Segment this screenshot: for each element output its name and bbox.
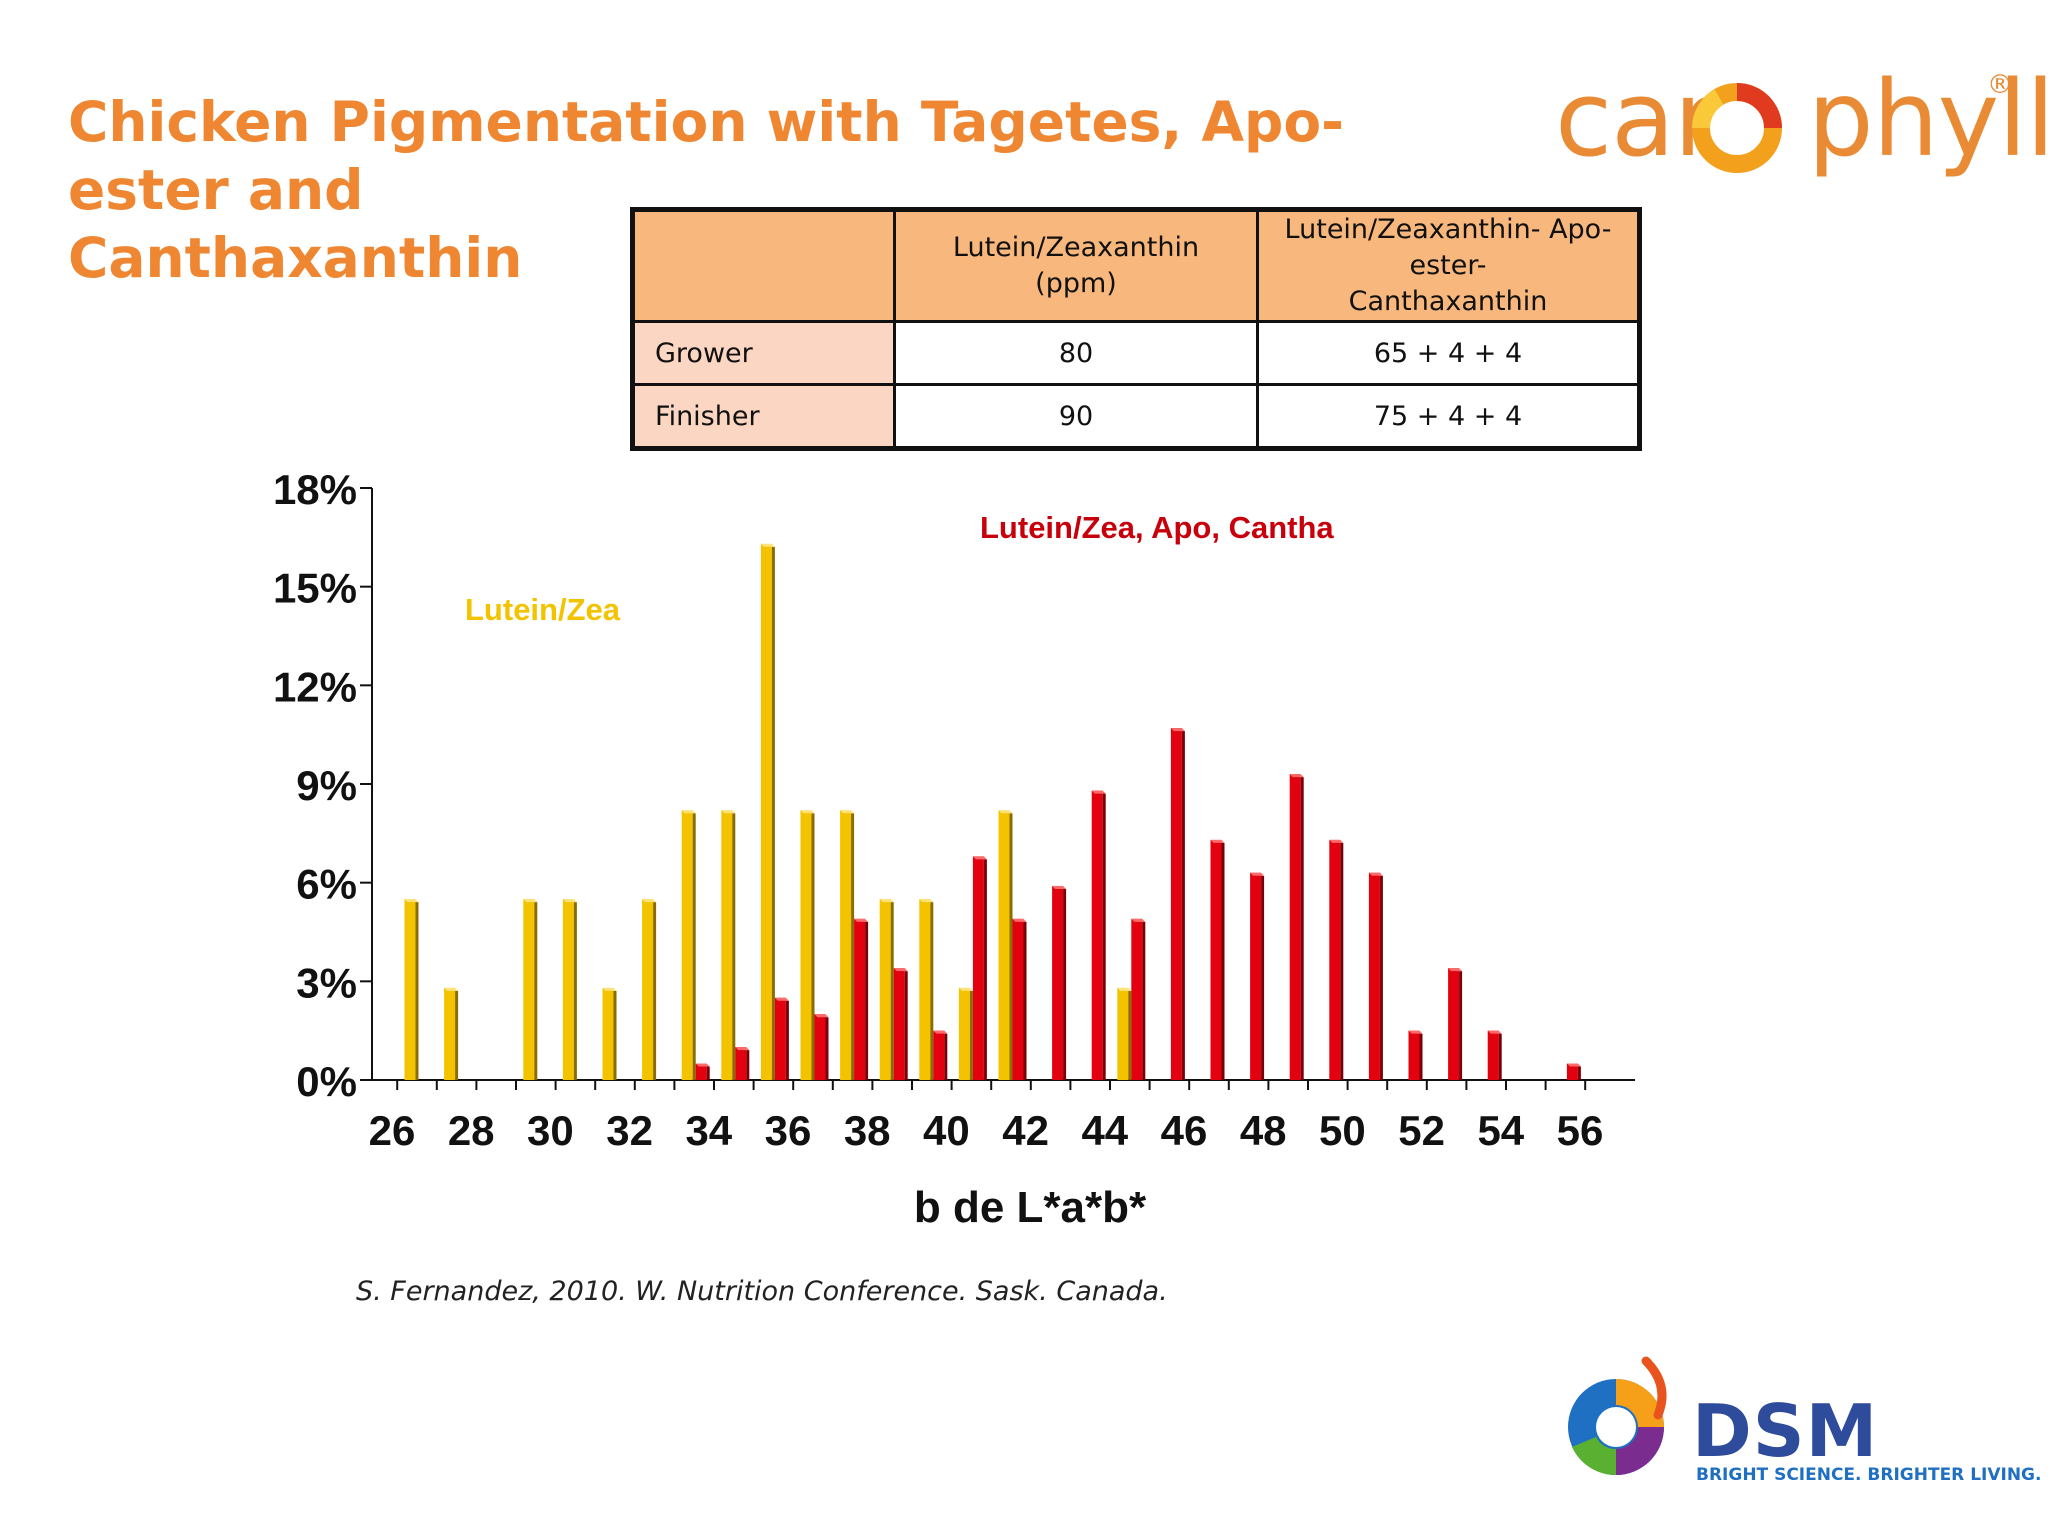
dose-table-header-combo-line-2: Canthaxanthin (1348, 286, 1548, 317)
dose-table-row-label: Grower (631, 320, 896, 386)
dsm-logo: DSM BRIGHT SCIENCE. BRIGHTER LIVING. (1550, 1355, 2041, 1505)
bar-lutein-zea-apo-cantha (1210, 839, 1225, 1080)
dose-table-header-combo-line-1: Lutein/Zeaxanthin- Apo-ester- (1284, 214, 1612, 281)
bar-lutein-zea-apo-cantha (1448, 968, 1463, 1080)
dose-table-header-lutein: Lutein/Zeaxanthin (ppm) (893, 208, 1259, 323)
y-tick-label: 3% (296, 959, 357, 1006)
bar-lutein-zea-apo-cantha (1052, 885, 1067, 1080)
dose-table-corner-cell (631, 208, 896, 323)
x-tick-label: 48 (1240, 1107, 1287, 1154)
dose-table-header-row: Lutein/Zeaxanthin (ppm) Lutein/Zeaxanthi… (631, 208, 1641, 323)
x-axis: 26 28 30 32 34 36 38 40 42 44 46 48 50 52 54 56 (369, 1079, 1635, 1154)
x-tick-label: 42 (1002, 1107, 1049, 1154)
dsm-tagline: BRIGHT SCIENCE. BRIGHTER LIVING. (1696, 1465, 2042, 1485)
bar-lutein-zea (958, 987, 973, 1080)
y-tick-label: 9% (296, 762, 357, 809)
bar-lutein-zea-apo-cantha (1131, 918, 1146, 1080)
bar-lutein-zea-apo-cantha (1250, 872, 1265, 1080)
bar-lutein-zea (562, 899, 577, 1080)
x-tick-label: 56 (1557, 1107, 1604, 1154)
bar-lutein-zea (998, 810, 1013, 1080)
x-axis-title: b de L*a*b* (914, 1183, 1147, 1232)
x-tick-label: 54 (1477, 1107, 1524, 1154)
dose-table-cell-lutein: 90 (893, 383, 1259, 450)
histogram-chart: 0% 3% 6% 9% 12% 15% 18% 26 28 30 32 34 36 38 40 42 44 46… (273, 466, 1635, 1232)
dose-table-header-combo: Lutein/Zeaxanthin- Apo-ester- Canthaxant… (1256, 208, 1641, 323)
x-tick-label: 38 (844, 1107, 891, 1154)
bar-lutein-zea-apo-cantha (1566, 1063, 1581, 1080)
bar-lutein-zea-apo-cantha (1368, 872, 1383, 1080)
x-tick-label: 34 (685, 1107, 732, 1154)
slide-title: Chicken Pigmentation with Tagetes, Apo-e… (68, 88, 1448, 292)
x-tick-label: 36 (765, 1107, 812, 1154)
bar-lutein-zea-apo-cantha (854, 918, 869, 1080)
bar-lutein-zea-apo-cantha (735, 1047, 750, 1080)
registered-mark: ® (1987, 70, 2013, 100)
x-tick-label: 40 (923, 1107, 970, 1154)
slide-title-line-2: Canthaxanthin (68, 226, 523, 290)
bar-lutein-zea-apo-cantha (1289, 774, 1304, 1080)
dose-table-cell-combo: 65 + 4 + 4 (1256, 320, 1641, 386)
dose-table-cell-lutein: 80 (893, 320, 1259, 386)
y-tick-label: 18% (273, 466, 357, 513)
bar-lutein-zea (919, 899, 934, 1080)
carophyll-wordmark-left: car (1555, 58, 1717, 180)
dsm-swirl-icon (1568, 1356, 1667, 1476)
carophyll-wordmark-right: phyll (1807, 58, 2048, 180)
bar-lutein-zea-apo-cantha (814, 1014, 829, 1080)
carophyll-swirl-icon (1692, 83, 1782, 173)
table-row: Finisher 90 75 + 4 + 4 (631, 383, 1641, 450)
bar-series (404, 543, 1581, 1080)
dose-table-header-lutein-line-2: (ppm) (1035, 268, 1117, 299)
bar-lutein-zea-apo-cantha (933, 1030, 948, 1080)
bar-lutein-zea (879, 899, 894, 1080)
carophyll-wordmark: car phyll (1555, 64, 2048, 174)
y-tick-label: 6% (296, 861, 357, 908)
dose-table-header-lutein-line-1: Lutein/Zeaxanthin (952, 232, 1200, 263)
bar-lutein-zea (1117, 987, 1132, 1080)
bar-lutein-zea-apo-cantha (1329, 839, 1344, 1080)
y-tick-label: 15% (273, 565, 357, 612)
citation: S. Fernandez, 2010. W. Nutrition Confere… (356, 1276, 1168, 1307)
bar-lutein-zea (523, 899, 538, 1080)
bar-lutein-zea (721, 810, 736, 1080)
dsm-wordmark: DSM (1692, 1389, 1879, 1473)
x-tick-label: 28 (448, 1107, 495, 1154)
x-tick-label: 26 (369, 1107, 416, 1154)
bar-lutein-zea (404, 899, 419, 1080)
bar-lutein-zea-apo-cantha (1170, 728, 1185, 1080)
dose-table-cell-combo: 75 + 4 + 4 (1256, 383, 1641, 450)
x-tick-label: 30 (527, 1107, 574, 1154)
bar-lutein-zea-apo-cantha (1091, 790, 1106, 1080)
bar-lutein-zea-apo-cantha (893, 968, 908, 1080)
x-tick-label: 32 (606, 1107, 653, 1154)
bar-lutein-zea (840, 810, 855, 1080)
series-label-lutein-zea-apo-cantha: Lutein/Zea, Apo, Cantha (980, 510, 1334, 545)
x-tick-label: 46 (1161, 1107, 1208, 1154)
carophyll-logo: car phyll ® (1555, 64, 2048, 174)
bar-lutein-zea (602, 987, 617, 1080)
y-axis: 0% 3% 6% 9% 12% 15% 18% (273, 466, 373, 1105)
bar-lutein-zea-apo-cantha (1487, 1030, 1502, 1080)
bar-lutein-zea-apo-cantha (1012, 918, 1027, 1080)
x-tick-label: 50 (1319, 1107, 1366, 1154)
series-label-lutein-zea: Lutein/Zea (465, 592, 621, 627)
table-row: Grower 80 65 + 4 + 4 (631, 320, 1641, 386)
bar-lutein-zea-apo-cantha (695, 1063, 710, 1080)
bar-lutein-zea (681, 810, 696, 1080)
bar-lutein-zea-apo-cantha (774, 997, 789, 1080)
bar-lutein-zea (444, 987, 459, 1080)
bar-lutein-zea (760, 543, 775, 1080)
bar-lutein-zea-apo-cantha (1408, 1030, 1423, 1080)
x-tick-label: 44 (1081, 1107, 1128, 1154)
bar-lutein-zea (642, 899, 657, 1080)
dose-table: Lutein/Zeaxanthin (ppm) Lutein/Zeaxanthi… (630, 207, 1642, 451)
y-tick-label: 12% (273, 663, 357, 710)
y-tick-label: 0% (296, 1058, 357, 1105)
dose-table-row-label: Finisher (631, 383, 896, 450)
bar-lutein-zea (800, 810, 815, 1080)
bar-lutein-zea-apo-cantha (972, 856, 987, 1080)
x-tick-label: 52 (1398, 1107, 1445, 1154)
slide-title-line-1: Chicken Pigmentation with Tagetes, Apo-e… (68, 90, 1345, 222)
